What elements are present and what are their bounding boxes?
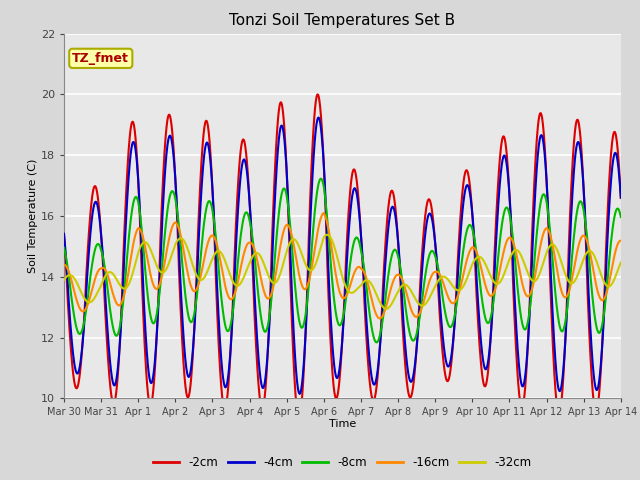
X-axis label: Time: Time [329,419,356,429]
Y-axis label: Soil Temperature (C): Soil Temperature (C) [28,159,38,273]
Title: Tonzi Soil Temperatures Set B: Tonzi Soil Temperatures Set B [229,13,456,28]
Legend: -2cm, -4cm, -8cm, -16cm, -32cm: -2cm, -4cm, -8cm, -16cm, -32cm [148,452,536,474]
Text: TZ_fmet: TZ_fmet [72,52,129,65]
